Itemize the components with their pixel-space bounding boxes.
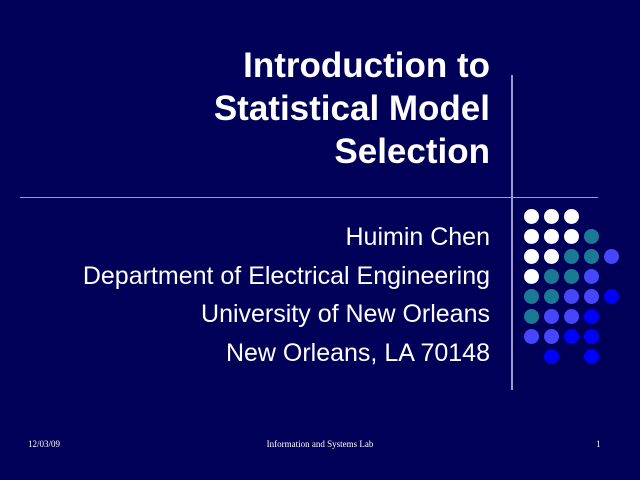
decorative-dot <box>524 289 539 304</box>
decorative-dot <box>544 229 559 244</box>
decorative-dot <box>524 209 539 224</box>
decorative-dot <box>564 289 579 304</box>
decorative-dot <box>604 289 619 304</box>
decorative-dot <box>564 329 579 344</box>
title-line: Introduction to <box>243 46 490 85</box>
decorative-dot <box>584 329 599 344</box>
location: New Orleans, LA 70148 <box>225 338 490 367</box>
university: University of New Orleans <box>201 300 490 328</box>
decorative-dot <box>544 309 559 324</box>
decorative-dot <box>584 229 599 244</box>
horizontal-divider <box>20 197 598 198</box>
author-name: Huimin Chen <box>345 223 490 251</box>
decorative-dot <box>564 309 579 324</box>
decorative-dot <box>584 269 599 284</box>
decorative-dot <box>604 249 619 264</box>
department: Department of Electrical Engineering <box>82 261 490 290</box>
decorative-dot <box>584 349 599 364</box>
decorative-dot <box>544 209 559 224</box>
vertical-divider <box>511 75 513 390</box>
footer-title: Information and Systems Lab <box>266 439 374 449</box>
decorative-dot <box>524 329 539 344</box>
decorative-dot <box>564 249 579 264</box>
title-line: Selection <box>334 132 490 171</box>
decorative-dot <box>524 269 539 284</box>
decorative-dot <box>584 309 599 324</box>
decorative-dot <box>584 249 599 264</box>
decorative-dot <box>544 249 559 264</box>
slide-title: Introduction to Statistical Model Select… <box>214 44 490 173</box>
decorative-dot <box>544 329 559 344</box>
decorative-dot <box>524 229 539 244</box>
decorative-dot <box>564 229 579 244</box>
decorative-dot <box>524 309 539 324</box>
decorative-dot <box>564 269 579 284</box>
decorative-dot <box>584 289 599 304</box>
page-number: 1 <box>596 439 601 449</box>
decorative-dot <box>544 349 559 364</box>
slide-subtitle: Huimin Chen Department of Electrical Eng… <box>83 218 490 372</box>
footer-date: 12/03/09 <box>28 439 61 449</box>
decorative-dot <box>544 289 559 304</box>
decorative-dot <box>564 209 579 224</box>
decorative-dot <box>544 269 559 284</box>
title-line: Statistical Model <box>213 89 490 128</box>
decorative-dot <box>524 249 539 264</box>
